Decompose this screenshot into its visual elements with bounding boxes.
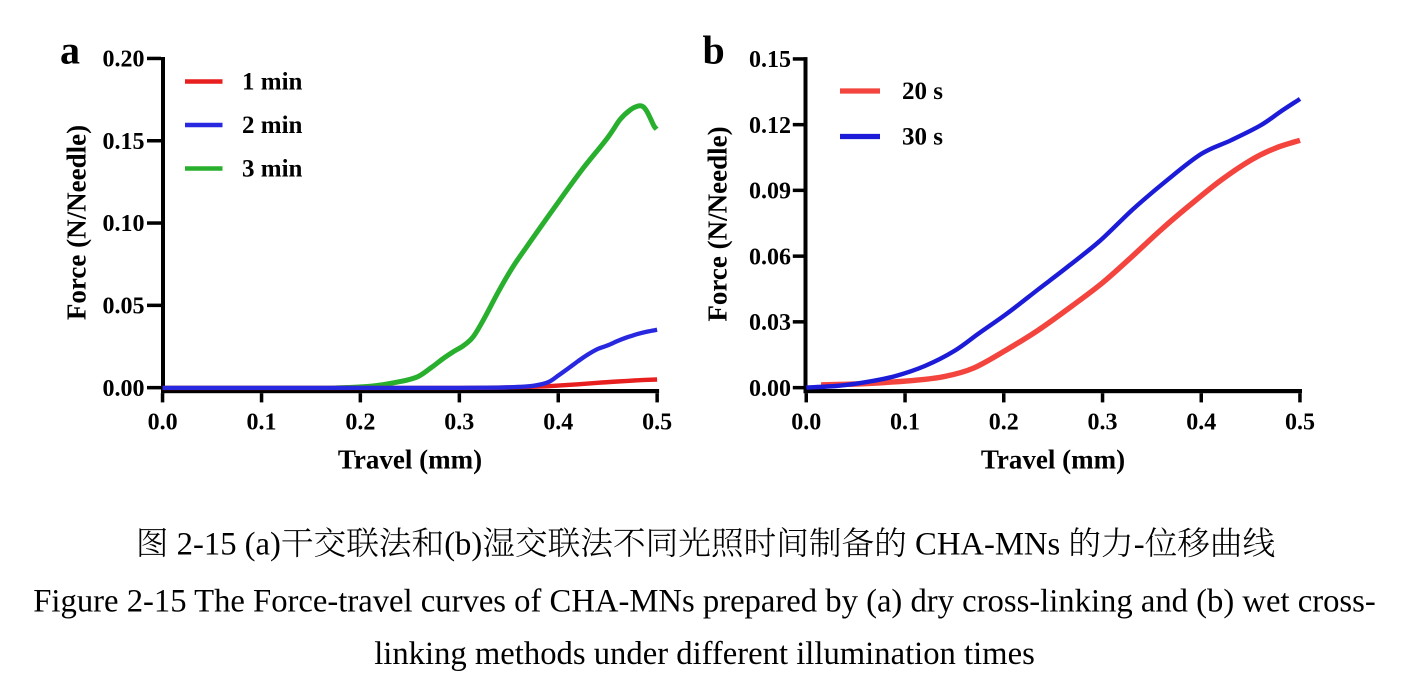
svg-text:0.00: 0.00 (103, 376, 145, 402)
svg-text:20 s: 20 s (902, 78, 943, 105)
svg-text:linking methods under differen: linking methods under different illumina… (374, 636, 1035, 672)
svg-text:2-15 (a): 2-15 (a) (169, 527, 281, 563)
svg-text:0.00: 0.00 (749, 376, 791, 402)
svg-text:0.0: 0.0 (791, 410, 821, 436)
svg-text:0.2: 0.2 (345, 410, 375, 436)
svg-text:0.20: 0.20 (103, 47, 145, 73)
svg-text:b: b (703, 28, 725, 73)
svg-text:0.15: 0.15 (749, 47, 791, 73)
svg-text:30 s: 30 s (902, 123, 943, 150)
svg-text:0.3: 0.3 (444, 410, 474, 436)
svg-text:0.5: 0.5 (642, 410, 672, 436)
svg-text:0.10: 0.10 (103, 211, 145, 237)
svg-text:0.05: 0.05 (103, 294, 145, 320)
svg-text:Figure 2-15 The Force-travel c: Figure 2-15 The Force-travel curves of C… (33, 584, 1375, 620)
svg-text:2 min: 2 min (242, 112, 303, 139)
svg-text:1 min: 1 min (242, 68, 303, 95)
svg-text:0.4: 0.4 (543, 410, 573, 436)
svg-text:0.1: 0.1 (890, 410, 920, 436)
svg-text:Travel (mm): Travel (mm) (981, 444, 1125, 474)
svg-text:0.0: 0.0 (148, 410, 178, 436)
svg-text:0.1: 0.1 (247, 410, 277, 436)
svg-text:0.09: 0.09 (749, 179, 791, 205)
svg-text:-: - (1134, 527, 1145, 563)
svg-text:0.15: 0.15 (103, 129, 145, 155)
svg-text:Travel (mm): Travel (mm) (338, 444, 482, 474)
svg-text:0.12: 0.12 (749, 113, 791, 139)
svg-text:3 min: 3 min (242, 155, 303, 182)
svg-text:0.03: 0.03 (749, 310, 791, 336)
svg-text:CHA-MNs: CHA-MNs (907, 527, 1068, 563)
svg-text:0.06: 0.06 (749, 244, 791, 270)
svg-text:a: a (60, 28, 80, 73)
svg-text:0.4: 0.4 (1186, 410, 1216, 436)
svg-text:0.5: 0.5 (1285, 410, 1315, 436)
svg-text:0.3: 0.3 (1088, 410, 1118, 436)
svg-text:0.2: 0.2 (989, 410, 1019, 436)
svg-text:Force (N/Needle): Force (N/Needle) (703, 126, 733, 321)
svg-text:(b): (b) (444, 527, 482, 563)
svg-text:Force (N/Needle): Force (N/Needle) (62, 125, 92, 320)
